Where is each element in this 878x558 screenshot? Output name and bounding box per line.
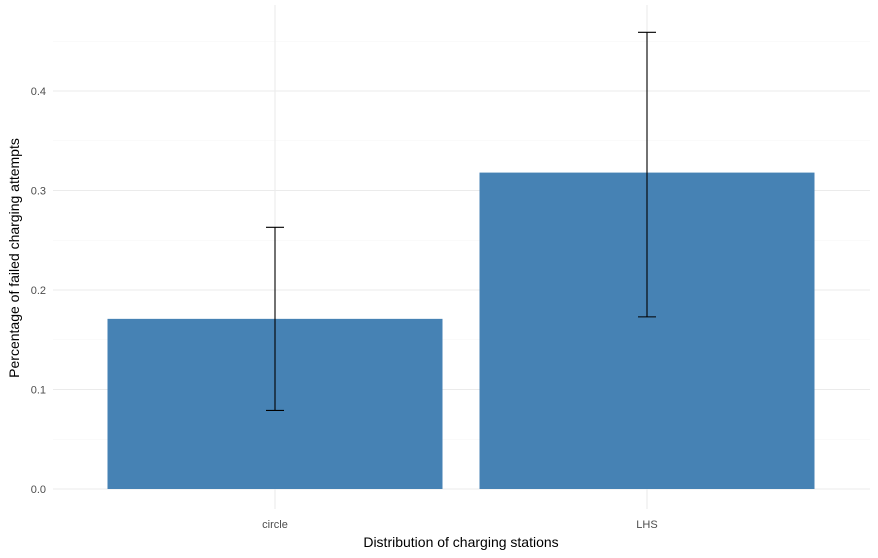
x-tick-label: LHS (636, 519, 657, 531)
y-tick-label: 0.3 (31, 186, 46, 198)
error-bar-lhs (638, 31, 656, 318)
x-axis-ticks: circle LHS (262, 519, 658, 531)
x-axis-title: Distribution of charging stations (363, 534, 558, 550)
bars (107, 172, 815, 489)
error-bars (266, 31, 656, 411)
y-tick-label: 0.0 (31, 484, 46, 496)
y-tick-label: 0.4 (31, 86, 46, 98)
y-axis-title: Percentage of failed charging attempts (6, 138, 22, 378)
error-bar-circle (266, 226, 284, 411)
y-tick-label: 0.2 (31, 285, 46, 297)
y-axis-ticks: 0.0 0.1 0.2 0.3 0.4 (31, 86, 46, 496)
x-tick-label: circle (262, 519, 288, 531)
y-tick-label: 0.1 (31, 385, 46, 397)
